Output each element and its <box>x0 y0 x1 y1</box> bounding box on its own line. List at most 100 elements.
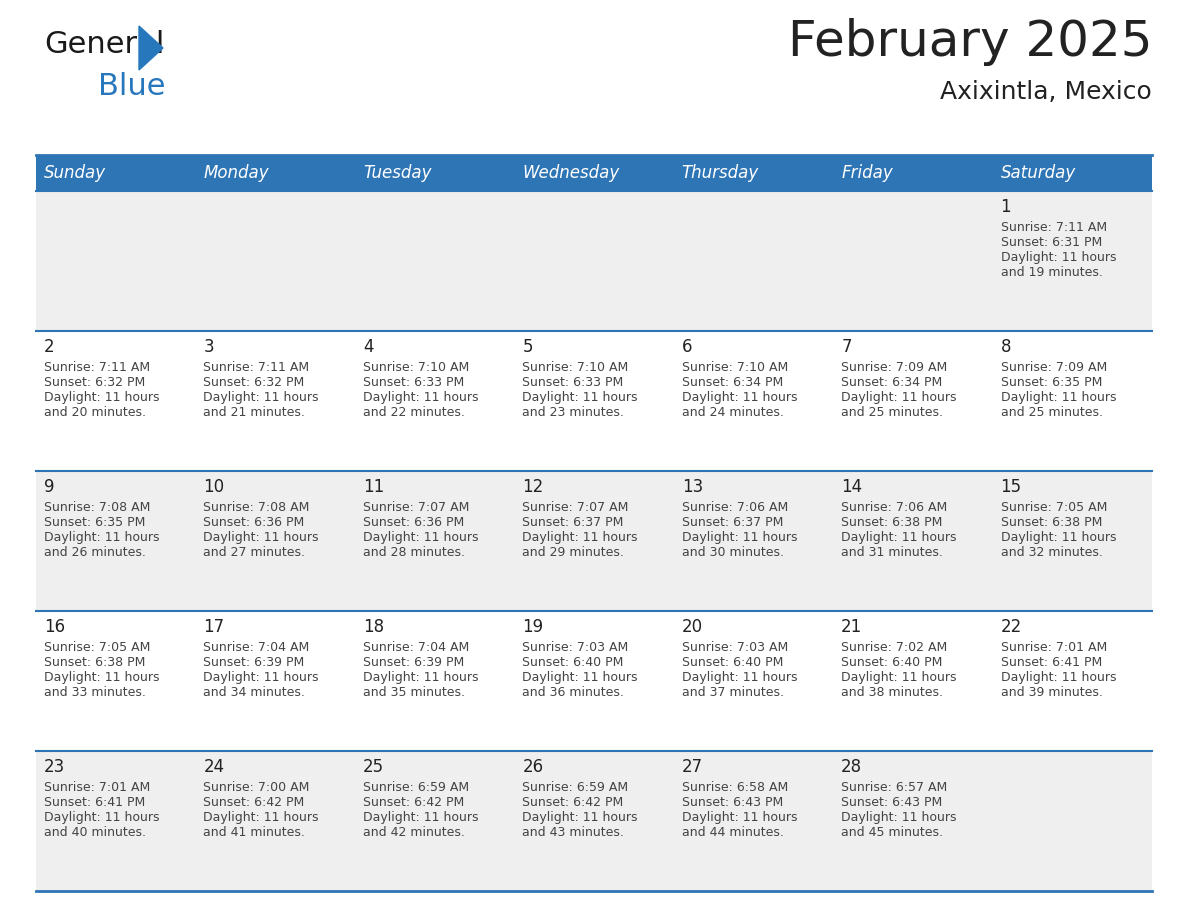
Text: Daylight: 11 hours: Daylight: 11 hours <box>841 531 956 544</box>
Text: and 33 minutes.: and 33 minutes. <box>44 686 146 699</box>
Text: Sunset: 6:41 PM: Sunset: 6:41 PM <box>44 796 145 809</box>
Text: Daylight: 11 hours: Daylight: 11 hours <box>682 671 797 684</box>
Text: and 45 minutes.: and 45 minutes. <box>841 826 943 839</box>
Text: Axixintla, Mexico: Axixintla, Mexico <box>940 80 1152 104</box>
Text: Daylight: 11 hours: Daylight: 11 hours <box>841 811 956 824</box>
Bar <box>196 155 355 191</box>
Text: 6: 6 <box>682 338 693 356</box>
Text: and 28 minutes.: and 28 minutes. <box>362 546 465 559</box>
Text: Sunrise: 7:10 AM: Sunrise: 7:10 AM <box>523 361 628 374</box>
Text: Thursday: Thursday <box>682 164 759 182</box>
Bar <box>36 471 1152 611</box>
Text: Sunset: 6:37 PM: Sunset: 6:37 PM <box>682 516 783 529</box>
Text: Sunrise: 7:06 AM: Sunrise: 7:06 AM <box>841 501 947 514</box>
Text: and 21 minutes.: and 21 minutes. <box>203 406 305 419</box>
Text: and 39 minutes.: and 39 minutes. <box>1000 686 1102 699</box>
Text: 5: 5 <box>523 338 532 356</box>
Text: and 20 minutes.: and 20 minutes. <box>44 406 146 419</box>
Bar <box>36 191 1152 331</box>
Text: Sunrise: 7:05 AM: Sunrise: 7:05 AM <box>44 641 151 654</box>
Text: Tuesday: Tuesday <box>362 164 431 182</box>
Text: Daylight: 11 hours: Daylight: 11 hours <box>203 391 318 404</box>
Text: 10: 10 <box>203 478 225 496</box>
Text: Daylight: 11 hours: Daylight: 11 hours <box>1000 531 1116 544</box>
Text: Daylight: 11 hours: Daylight: 11 hours <box>362 671 479 684</box>
Text: Daylight: 11 hours: Daylight: 11 hours <box>44 671 159 684</box>
Text: 17: 17 <box>203 618 225 636</box>
Text: Sunset: 6:42 PM: Sunset: 6:42 PM <box>523 796 624 809</box>
Text: Daylight: 11 hours: Daylight: 11 hours <box>44 531 159 544</box>
Text: 25: 25 <box>362 758 384 776</box>
Text: and 35 minutes.: and 35 minutes. <box>362 686 465 699</box>
Text: 7: 7 <box>841 338 852 356</box>
Text: Monday: Monday <box>203 164 268 182</box>
Text: Daylight: 11 hours: Daylight: 11 hours <box>682 391 797 404</box>
Text: Sunset: 6:35 PM: Sunset: 6:35 PM <box>1000 376 1102 389</box>
Text: Daylight: 11 hours: Daylight: 11 hours <box>44 811 159 824</box>
Bar <box>674 155 833 191</box>
Text: and 25 minutes.: and 25 minutes. <box>841 406 943 419</box>
Bar <box>36 155 196 191</box>
Text: and 24 minutes.: and 24 minutes. <box>682 406 784 419</box>
Text: 24: 24 <box>203 758 225 776</box>
Text: Sunrise: 7:04 AM: Sunrise: 7:04 AM <box>203 641 310 654</box>
Text: and 36 minutes.: and 36 minutes. <box>523 686 624 699</box>
Bar <box>992 155 1152 191</box>
Text: and 27 minutes.: and 27 minutes. <box>203 546 305 559</box>
Text: and 38 minutes.: and 38 minutes. <box>841 686 943 699</box>
Text: Sunset: 6:34 PM: Sunset: 6:34 PM <box>682 376 783 389</box>
Text: Sunrise: 7:11 AM: Sunrise: 7:11 AM <box>44 361 150 374</box>
Text: February 2025: February 2025 <box>788 18 1152 66</box>
Text: 21: 21 <box>841 618 862 636</box>
Text: Sunset: 6:40 PM: Sunset: 6:40 PM <box>841 656 942 669</box>
Text: Sunset: 6:34 PM: Sunset: 6:34 PM <box>841 376 942 389</box>
Text: Sunrise: 7:09 AM: Sunrise: 7:09 AM <box>1000 361 1107 374</box>
Text: Sunrise: 7:01 AM: Sunrise: 7:01 AM <box>1000 641 1107 654</box>
Text: 12: 12 <box>523 478 544 496</box>
Text: Daylight: 11 hours: Daylight: 11 hours <box>44 391 159 404</box>
Text: 20: 20 <box>682 618 703 636</box>
Text: 4: 4 <box>362 338 373 356</box>
Text: Sunrise: 6:59 AM: Sunrise: 6:59 AM <box>362 781 469 794</box>
Text: Daylight: 11 hours: Daylight: 11 hours <box>523 671 638 684</box>
Text: and 31 minutes.: and 31 minutes. <box>841 546 943 559</box>
Text: Sunrise: 7:06 AM: Sunrise: 7:06 AM <box>682 501 788 514</box>
Text: Daylight: 11 hours: Daylight: 11 hours <box>203 811 318 824</box>
Text: Sunset: 6:36 PM: Sunset: 6:36 PM <box>362 516 465 529</box>
Text: Daylight: 11 hours: Daylight: 11 hours <box>203 671 318 684</box>
Text: Sunrise: 7:04 AM: Sunrise: 7:04 AM <box>362 641 469 654</box>
Text: 23: 23 <box>44 758 65 776</box>
Text: and 44 minutes.: and 44 minutes. <box>682 826 784 839</box>
Text: Daylight: 11 hours: Daylight: 11 hours <box>362 531 479 544</box>
Text: Sunrise: 7:02 AM: Sunrise: 7:02 AM <box>841 641 947 654</box>
Text: Sunset: 6:38 PM: Sunset: 6:38 PM <box>1000 516 1102 529</box>
Text: Sunrise: 7:10 AM: Sunrise: 7:10 AM <box>362 361 469 374</box>
Text: Sunset: 6:39 PM: Sunset: 6:39 PM <box>362 656 465 669</box>
Text: Sunrise: 7:08 AM: Sunrise: 7:08 AM <box>44 501 151 514</box>
Text: Daylight: 11 hours: Daylight: 11 hours <box>1000 251 1116 264</box>
Text: Sunset: 6:37 PM: Sunset: 6:37 PM <box>523 516 624 529</box>
Text: Sunrise: 7:10 AM: Sunrise: 7:10 AM <box>682 361 788 374</box>
Text: and 30 minutes.: and 30 minutes. <box>682 546 784 559</box>
Text: and 42 minutes.: and 42 minutes. <box>362 826 465 839</box>
Text: Blue: Blue <box>97 72 165 101</box>
Text: Daylight: 11 hours: Daylight: 11 hours <box>1000 391 1116 404</box>
Text: Sunset: 6:42 PM: Sunset: 6:42 PM <box>203 796 304 809</box>
Text: Sunset: 6:36 PM: Sunset: 6:36 PM <box>203 516 304 529</box>
Text: Sunrise: 6:57 AM: Sunrise: 6:57 AM <box>841 781 947 794</box>
Bar <box>36 751 1152 891</box>
Text: Sunrise: 7:03 AM: Sunrise: 7:03 AM <box>682 641 788 654</box>
Text: and 29 minutes.: and 29 minutes. <box>523 546 624 559</box>
Text: Sunset: 6:39 PM: Sunset: 6:39 PM <box>203 656 304 669</box>
Polygon shape <box>139 26 163 70</box>
Text: Sunset: 6:43 PM: Sunset: 6:43 PM <box>841 796 942 809</box>
Text: Sunset: 6:35 PM: Sunset: 6:35 PM <box>44 516 145 529</box>
Text: 3: 3 <box>203 338 214 356</box>
Text: and 32 minutes.: and 32 minutes. <box>1000 546 1102 559</box>
Text: Daylight: 11 hours: Daylight: 11 hours <box>362 811 479 824</box>
Text: Wednesday: Wednesday <box>523 164 619 182</box>
Text: Daylight: 11 hours: Daylight: 11 hours <box>362 391 479 404</box>
Text: Sunrise: 7:09 AM: Sunrise: 7:09 AM <box>841 361 947 374</box>
Text: 1: 1 <box>1000 198 1011 216</box>
Text: Sunset: 6:42 PM: Sunset: 6:42 PM <box>362 796 465 809</box>
